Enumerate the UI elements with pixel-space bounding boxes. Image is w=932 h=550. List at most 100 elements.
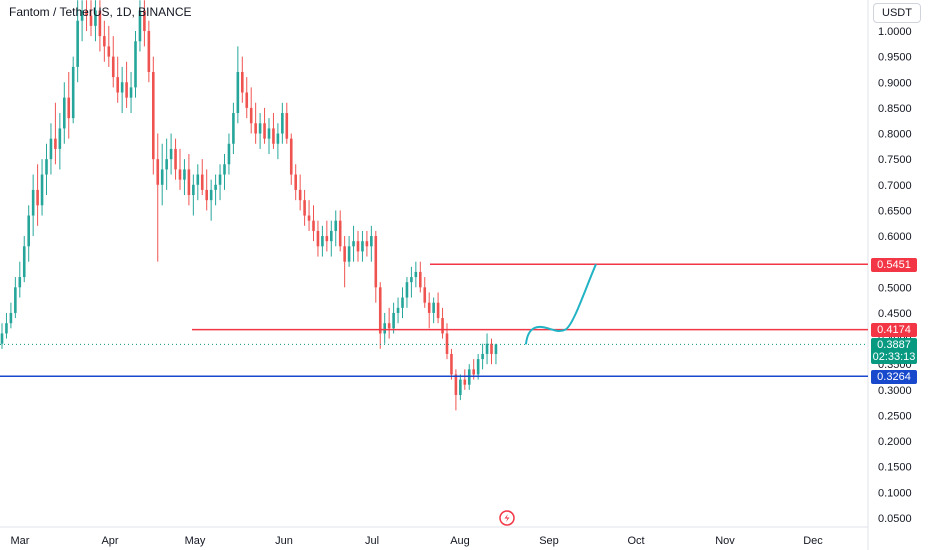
candle-body	[22, 246, 26, 278]
candle-body	[370, 236, 373, 247]
price-axis-bg[interactable]	[868, 0, 932, 550]
candle-body	[312, 220, 315, 231]
candle-body	[392, 312, 395, 329]
time-tick-label: May	[185, 535, 206, 547]
candle-body	[307, 215, 311, 221]
candle-body	[129, 87, 133, 98]
candle-body	[174, 148, 177, 170]
candle-body	[387, 323, 391, 329]
bar-countdown: 02:33:13	[872, 351, 916, 363]
symbol-title[interactable]: Fantom / TetherUS, 1D, BINANCE	[9, 5, 192, 19]
candle-body	[98, 10, 102, 37]
candle-body	[5, 323, 8, 334]
price-tag-support: 0.3264	[871, 370, 917, 384]
time-tick-label: Nov	[715, 535, 735, 547]
candle-body	[334, 220, 338, 231]
candle-body	[156, 159, 160, 185]
candle-body	[347, 246, 351, 262]
candle-body	[200, 174, 204, 190]
time-tick-label: Aug	[450, 535, 470, 547]
candle-body	[116, 77, 119, 93]
candle-body	[432, 302, 435, 313]
candle-body	[490, 343, 493, 354]
candle-body	[472, 369, 475, 375]
price-tag-resistance-low: 0.4174	[871, 323, 917, 337]
candle-body	[383, 323, 386, 334]
price-tick-label: 0.1000	[878, 487, 912, 499]
lightning-replay-icon[interactable]	[499, 510, 515, 526]
candle-body	[241, 72, 244, 93]
price-tick-label: 0.3000	[878, 385, 912, 397]
candle-body	[365, 241, 369, 247]
candle-body	[427, 302, 431, 313]
candle-body	[245, 92, 249, 108]
candle-body	[361, 241, 364, 252]
candle-body	[218, 174, 222, 185]
time-tick-label: Dec	[803, 535, 823, 547]
price-tick-label: 0.9000	[878, 77, 912, 89]
horizontal-lines	[0, 263, 868, 378]
candle-body	[125, 82, 128, 98]
candle-body	[120, 82, 124, 93]
candle-body	[463, 379, 467, 385]
candle-body	[441, 318, 444, 334]
time-tick-label: Mar	[11, 535, 30, 547]
price-tag-resistance-high: 0.5451	[871, 258, 917, 272]
candle-body	[289, 138, 293, 175]
candle-body	[143, 10, 146, 32]
time-tick-label: Jun	[275, 535, 293, 547]
candle-body	[343, 246, 346, 262]
candle-body	[378, 287, 382, 334]
candle-body	[183, 169, 186, 180]
candle-body	[209, 189, 213, 201]
price-tick-label: 0.9500	[878, 52, 912, 64]
candle-body	[160, 169, 164, 185]
candle-body	[476, 359, 480, 375]
candle-body	[298, 189, 302, 201]
time-tick-label: Jul	[365, 535, 379, 547]
price-tick-label: 0.1500	[878, 462, 912, 474]
candle-body	[76, 20, 79, 67]
candle-body	[31, 189, 35, 216]
candle-body	[272, 128, 275, 144]
price-tick-label: 0.0500	[878, 513, 912, 525]
candle-body	[352, 241, 355, 247]
candle-body	[192, 184, 195, 196]
candle-body	[187, 169, 191, 196]
currency-button[interactable]: USDT	[873, 3, 921, 23]
price-tick-label: 0.6500	[878, 205, 912, 217]
candle-body	[454, 374, 458, 395]
candle-body	[40, 174, 44, 206]
price-tick-label: 0.8000	[878, 129, 912, 141]
price-tick-label: 0.5000	[878, 282, 912, 294]
candle-body	[152, 72, 155, 160]
candle-body	[63, 97, 66, 129]
candle-body	[276, 133, 280, 144]
candle-body	[165, 159, 168, 170]
price-tag-last: 0.3887 02:33:13	[871, 338, 917, 364]
candle-body	[49, 138, 53, 160]
price-tick-label: 0.2000	[878, 436, 912, 448]
price-tick-label: 0.8500	[878, 103, 912, 115]
candle-body	[410, 277, 413, 283]
candle-body	[54, 138, 57, 149]
candle-body	[330, 230, 333, 242]
candle-body	[111, 56, 115, 78]
candle-body	[107, 46, 111, 57]
candle-body	[405, 282, 409, 298]
candle-body	[147, 31, 151, 73]
projection-drawing[interactable]	[524, 263, 597, 345]
candle-body	[494, 344, 498, 354]
candle-body	[281, 113, 284, 134]
candle-body	[85, 10, 88, 16]
last-price-value: 0.3887	[877, 339, 911, 351]
candle-body	[36, 189, 39, 206]
candle-body	[321, 236, 324, 247]
time-tick-label: Oct	[627, 535, 644, 547]
candle-series	[0, 0, 498, 411]
candle-body	[236, 72, 240, 114]
candle-body	[450, 353, 453, 375]
candle-body	[303, 200, 306, 216]
